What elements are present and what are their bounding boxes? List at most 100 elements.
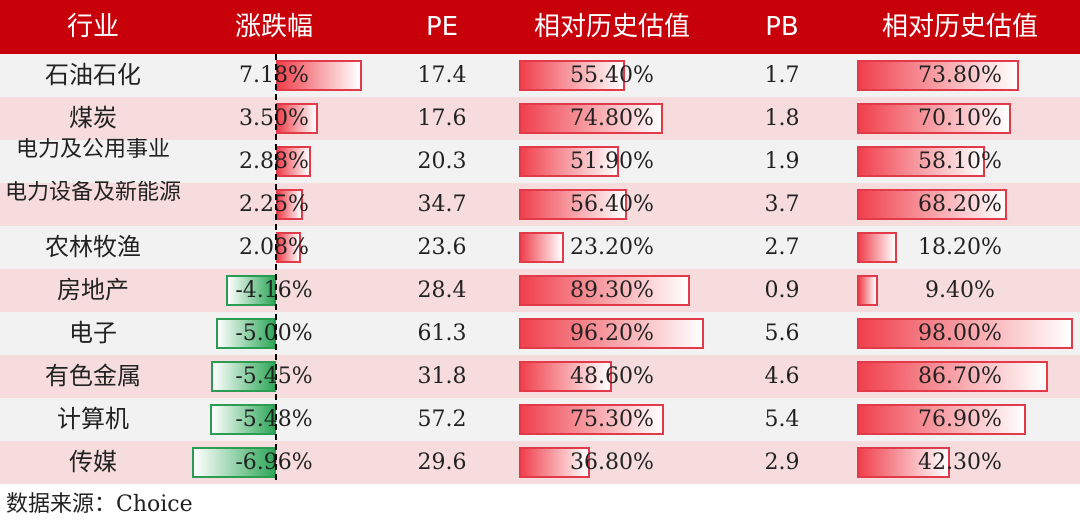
table-row: 电子 -5.00% 61.3 96.20% 5.6 98.00% (0, 312, 1080, 355)
pb-relative-bar (857, 232, 898, 263)
pb-value: 2.9 (764, 450, 800, 475)
pb-value: 1.8 (764, 106, 800, 131)
change-bar (276, 103, 318, 134)
change-value: 3.50% (239, 106, 309, 131)
change-bar (276, 189, 303, 220)
pb-value: 0.9 (764, 278, 800, 303)
industry-name: 传媒 (69, 448, 117, 476)
pb-relative-value: 58.10% (918, 149, 1002, 174)
change-bar (210, 404, 276, 435)
header-pe-relative: 相对历史估值 (533, 12, 690, 42)
header-industry: 行业 (66, 12, 119, 42)
pe-relative-bar (519, 318, 704, 349)
pe-relative-value: 56.40% (570, 192, 654, 217)
pe-value: 17.4 (417, 63, 467, 88)
pe-value: 34.7 (417, 192, 467, 217)
pb-relative-bar (857, 318, 1073, 349)
pe-relative-value: 96.20% (570, 321, 654, 346)
change-bar (226, 275, 276, 306)
pe-relative-value: 55.40% (570, 63, 654, 88)
pb-value: 2.7 (764, 235, 800, 260)
pe-relative-value: 89.30% (570, 278, 654, 303)
change-value: -5.45% (235, 364, 313, 389)
pb-relative-value: 9.40% (925, 278, 995, 303)
industry-name: 煤炭 (69, 104, 117, 132)
industry-name: 电子 (69, 319, 117, 347)
pb-relative-bar (857, 447, 951, 478)
pb-relative-value: 86.70% (918, 364, 1002, 389)
change-value: -5.00% (235, 321, 313, 346)
change-value: 2.08% (239, 235, 309, 260)
pe-value: 20.3 (417, 149, 467, 174)
pb-relative-value: 18.20% (918, 235, 1002, 260)
industry-name: 房地产 (57, 276, 129, 304)
pe-value: 61.3 (417, 321, 467, 346)
source-note: 数据来源：Choice (6, 492, 193, 517)
pe-relative-value: 74.80% (570, 106, 654, 131)
pe-relative-bar (519, 275, 691, 306)
pb-relative-value: 76.90% (918, 407, 1002, 432)
table-row: 石油石化 7.18% 17.4 55.40% 1.7 73.80% (0, 54, 1080, 97)
pb-relative-bar (857, 60, 1020, 91)
pe-relative-bar (519, 60, 626, 91)
change-value: -4.16% (235, 278, 313, 303)
table-row: 电力及公用事业 2.88% 20.3 51.90% 1.9 58.10% (0, 138, 1080, 183)
zero-axis-line (275, 54, 277, 480)
header-pe: PE (425, 12, 459, 42)
pe-relative-value: 51.90% (570, 149, 654, 174)
table-row: 传媒 -6.96% 29.6 36.80% 2.9 42.30% (0, 441, 1080, 484)
pb-relative-bar (857, 103, 1012, 134)
pe-value: 31.8 (417, 364, 467, 389)
pe-relative-bar (519, 404, 664, 435)
pb-value: 1.9 (764, 149, 800, 174)
change-bar (276, 60, 363, 91)
change-value: -5.48% (235, 407, 313, 432)
pb-relative-bar (857, 275, 878, 306)
pe-relative-value: 75.30% (570, 407, 654, 432)
change-value: -6.96% (235, 450, 313, 475)
change-value: 2.88% (239, 149, 309, 174)
pb-relative-value: 42.30% (918, 450, 1002, 475)
header-pb-relative: 相对历史估值 (881, 12, 1038, 42)
table-row: 农林牧渔 2.08% 23.6 23.20% 2.7 18.20% (0, 226, 1080, 269)
pe-value: 57.2 (417, 407, 467, 432)
pe-value: 17.6 (417, 106, 467, 131)
pb-relative-bar (857, 189, 1008, 220)
industry-name: 农林牧渔 (45, 233, 141, 261)
pb-value: 5.4 (764, 407, 800, 432)
pb-value: 3.7 (764, 192, 800, 217)
table-row: 房地产 -4.16% 28.4 89.30% 0.9 9.40% (0, 269, 1080, 312)
table-row: 有色金属 -5.45% 31.8 48.60% 4.6 86.70% (0, 355, 1080, 398)
pb-relative-bar (857, 404, 1027, 435)
industry-name: 电力及公用事业 (15, 138, 170, 162)
table-row: 电力设备及新能源 2.25% 34.7 56.40% 3.7 68.20% (0, 181, 1080, 226)
header-pb: PB (765, 12, 799, 42)
industry-name: 电力设备及新能源 (4, 181, 181, 205)
table-header: 行业 涨跌幅 PE 相对历史估值 PB 相对历史估值 (0, 0, 1080, 54)
change-bar (210, 361, 276, 392)
industry-name: 计算机 (57, 405, 129, 433)
pe-relative-value: 36.80% (570, 450, 654, 475)
pe-relative-bar (519, 103, 663, 134)
change-value: 7.18% (239, 63, 309, 88)
pe-relative-bar (519, 232, 564, 263)
pe-value: 29.6 (417, 450, 467, 475)
change-value: 2.25% (239, 192, 309, 217)
pe-relative-bar (519, 361, 613, 392)
pb-relative-value: 73.80% (918, 63, 1002, 88)
pb-relative-bar (857, 146, 985, 177)
pb-relative-bar (857, 361, 1048, 392)
pe-relative-value: 23.20% (570, 235, 654, 260)
pe-value: 23.6 (417, 235, 467, 260)
change-bar (216, 318, 276, 349)
pb-relative-value: 68.20% (918, 192, 1002, 217)
pb-relative-value: 98.00% (918, 321, 1002, 346)
table-row: 煤炭 3.50% 17.6 74.80% 1.8 70.10% (0, 97, 1080, 140)
industry-name: 石油石化 (45, 61, 141, 89)
pb-value: 4.6 (764, 364, 800, 389)
pe-value: 28.4 (417, 278, 467, 303)
change-bar (192, 447, 276, 478)
pe-relative-value: 48.60% (570, 364, 654, 389)
industry-name: 有色金属 (45, 362, 141, 390)
pb-value: 1.7 (764, 63, 800, 88)
